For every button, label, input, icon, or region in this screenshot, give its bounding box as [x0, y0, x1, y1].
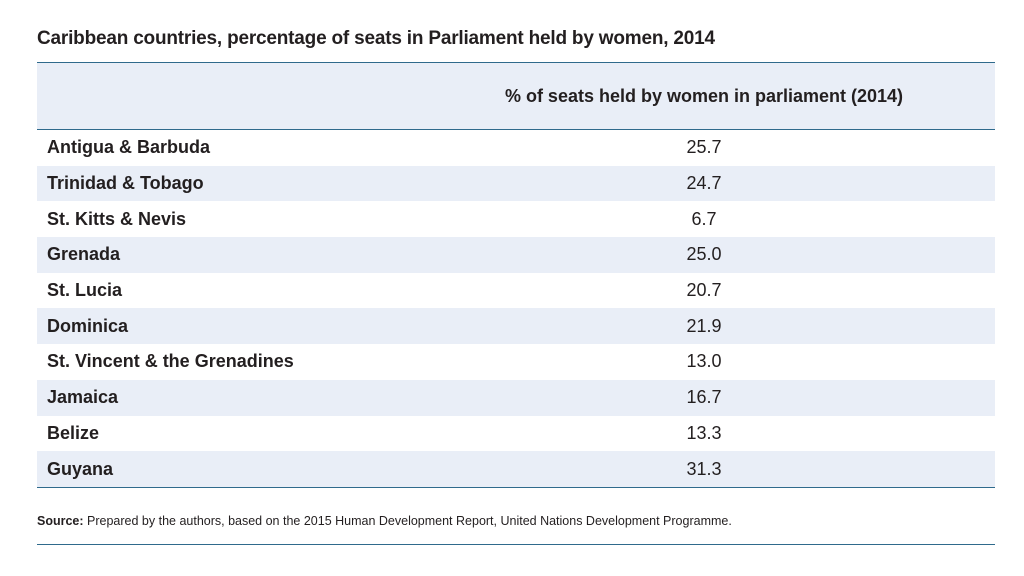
table-row: Jamaica 16.7 [37, 379, 995, 416]
value-cell: 25.7 [686, 137, 722, 158]
country-cell: Jamaica [47, 387, 119, 408]
country-cell: Trinidad & Tobago [47, 173, 204, 194]
value-cell: 13.0 [686, 351, 722, 372]
value-cell: 6.7 [691, 208, 717, 229]
value-cell: 25.0 [686, 244, 722, 265]
country-cell: Dominica [47, 315, 129, 336]
source-note: Source: Prepared by the authors, based o… [37, 514, 732, 528]
value-cell: 21.9 [686, 315, 722, 336]
bottom-divider [37, 544, 995, 545]
source-text: Prepared by the authors, based on the 20… [83, 514, 732, 528]
value-cell: 31.3 [686, 458, 722, 479]
table-body: Antigua & Barbuda 25.7 Trinidad & Tobago 24… [37, 130, 995, 487]
country-cell: Guyana [47, 458, 114, 479]
country-cell: Belize [47, 422, 100, 443]
value-cell: 16.7 [686, 387, 722, 408]
table-row: Guyana 31.3 [37, 451, 995, 487]
table-row: Grenada 25.0 [37, 237, 995, 273]
table-row: Dominica 21.9 [37, 308, 995, 345]
table-title: Caribbean countries, percentage of seats… [37, 28, 715, 49]
value-cell: 20.7 [686, 280, 722, 301]
table-row: St. Lucia 20.7 [37, 273, 995, 309]
source-label: Source: [37, 514, 84, 528]
country-cell: St. Vincent & the Grenadines [47, 351, 294, 372]
data-table: % of seats held by women in parliament (… [37, 62, 995, 488]
value-cell: 24.7 [686, 173, 722, 194]
table-row: Belize 13.3 [37, 416, 995, 452]
table-row: St. Vincent & the Grenadines 13.0 [37, 344, 995, 380]
table-row: St. Kitts & Nevis 6.7 [37, 201, 995, 237]
country-cell: Antigua & Barbuda [47, 137, 211, 158]
table-row: Trinidad & Tobago 24.7 [37, 165, 995, 202]
country-cell: Grenada [47, 244, 121, 265]
country-cell: St. Lucia [47, 280, 123, 301]
country-cell: St. Kitts & Nevis [47, 208, 187, 229]
table-row: Antigua & Barbuda 25.7 [37, 130, 995, 166]
table-header-row: % of seats held by women in parliament (… [37, 63, 995, 130]
column-header-value: % of seats held by women in parliament (… [504, 86, 904, 106]
value-cell: 13.3 [686, 422, 722, 443]
